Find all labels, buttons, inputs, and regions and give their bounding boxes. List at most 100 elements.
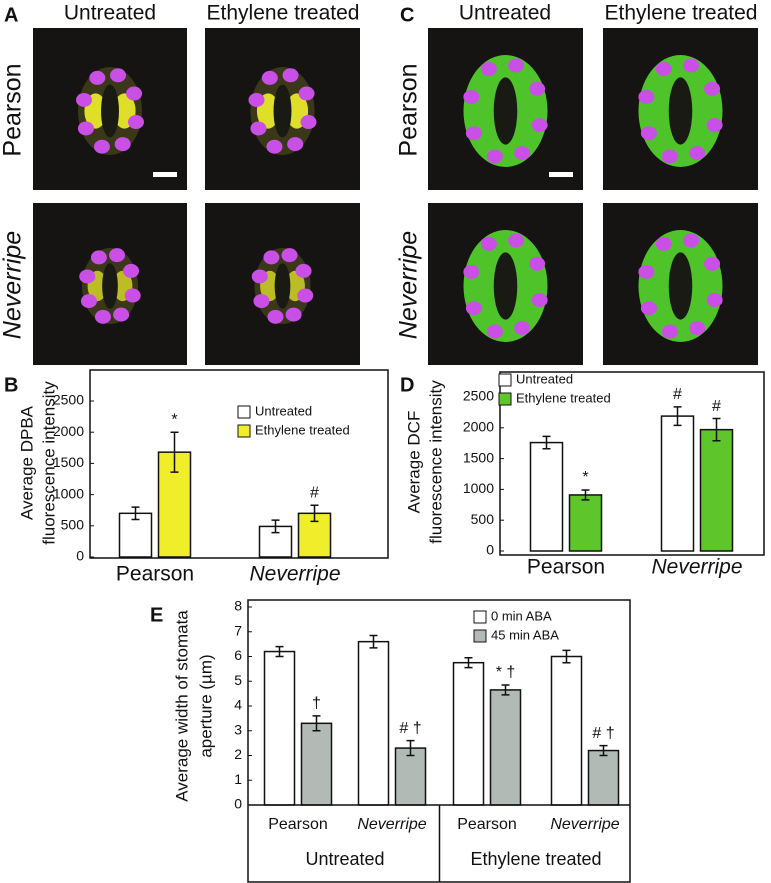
chloroplast xyxy=(508,233,525,248)
chloroplast xyxy=(285,307,302,322)
chloroplast xyxy=(508,58,525,73)
chloroplast xyxy=(486,324,503,339)
chloroplast xyxy=(124,288,141,303)
legend-label: Untreated xyxy=(516,371,573,386)
chloroplast xyxy=(486,149,503,164)
y-tick-label: 0 xyxy=(486,542,494,558)
row-label: Neverripe xyxy=(395,231,423,339)
chloroplast xyxy=(94,309,111,324)
chloroplast xyxy=(689,321,706,336)
chloroplast xyxy=(123,263,140,278)
chloroplast xyxy=(77,121,94,136)
y-tick-label: 2000 xyxy=(463,419,494,435)
error-bar xyxy=(599,744,608,757)
chloroplast xyxy=(463,89,480,104)
chloroplast xyxy=(248,92,265,107)
y-tick-label: 5 xyxy=(234,672,242,688)
error-bar xyxy=(562,649,571,664)
bar xyxy=(550,655,583,806)
x-tick-label: Neverripe xyxy=(550,816,619,833)
legend-label: Ethylene treated xyxy=(516,390,611,405)
error-bar xyxy=(464,656,473,669)
legend-swatch xyxy=(237,405,251,419)
y-tick-label: 0 xyxy=(76,548,84,564)
bar xyxy=(660,415,695,552)
y-tick-label: 1000 xyxy=(53,485,84,501)
error-bar xyxy=(501,684,510,696)
plot-frame xyxy=(499,371,765,556)
chloroplast xyxy=(261,70,278,85)
chloroplast xyxy=(263,250,280,265)
pore xyxy=(101,84,119,138)
chloroplast xyxy=(127,115,144,130)
chloroplast xyxy=(706,118,723,133)
y-axis-label: Average DCF xyxy=(404,411,423,514)
chloroplast xyxy=(706,293,723,308)
legend-swatch xyxy=(473,629,487,643)
chloroplast xyxy=(287,137,304,152)
legend-swatch xyxy=(498,373,512,387)
y-tick-label: 1000 xyxy=(463,480,494,496)
significance-mark: # † xyxy=(399,720,421,737)
x-tick-label: Pearson xyxy=(268,816,328,833)
chloroplast xyxy=(638,264,655,279)
chloroplast xyxy=(704,256,721,271)
chloroplast xyxy=(480,61,497,76)
row-label: Pearson xyxy=(0,63,27,156)
error-bar xyxy=(712,417,721,442)
y-axis-label: Average DPBA xyxy=(17,405,36,520)
panel-letter: D xyxy=(400,374,414,396)
error-bar xyxy=(542,435,551,450)
chloroplast xyxy=(531,118,548,133)
chloroplast xyxy=(640,301,657,316)
y-tick-label: 1500 xyxy=(463,449,494,465)
chloroplast xyxy=(463,264,480,279)
y-tick-label: 500 xyxy=(471,511,495,527)
row-label: Pearson xyxy=(395,63,423,156)
group-label: Untreated xyxy=(305,849,384,869)
y-tick-label: 2000 xyxy=(53,423,84,439)
legend-swatch xyxy=(237,424,251,438)
bar xyxy=(529,441,564,552)
column-label: Ethylene treated xyxy=(605,2,758,25)
chloroplast xyxy=(76,92,93,107)
error-bar xyxy=(581,489,590,501)
bar xyxy=(357,640,390,806)
bar xyxy=(157,451,192,558)
chloroplast xyxy=(79,269,96,284)
significance-mark: # † xyxy=(592,725,614,742)
significance-mark: * xyxy=(171,411,177,428)
y-tick-label: 6 xyxy=(234,647,242,663)
y-tick-label: 500 xyxy=(61,517,85,533)
column-label: Ethylene treated xyxy=(207,2,360,25)
scale-bar xyxy=(153,172,177,177)
chloroplast xyxy=(300,115,317,130)
x-tick-label: Pearson xyxy=(457,816,517,833)
chloroplast xyxy=(282,68,299,83)
chloroplast xyxy=(661,324,678,339)
x-tick-label: Neverripe xyxy=(249,563,340,586)
error-bar xyxy=(312,715,321,732)
pore xyxy=(493,252,518,320)
chloroplast xyxy=(93,139,110,154)
micrographs xyxy=(33,28,758,365)
legend-label: Ethylene treated xyxy=(255,422,350,437)
chloroplast xyxy=(689,146,706,161)
chloroplast xyxy=(110,68,127,83)
legend-label: 45 min ABA xyxy=(491,627,559,642)
bar xyxy=(300,722,333,806)
y-tick-label: 0 xyxy=(234,796,242,812)
y-axis-label: fluorescence intensity xyxy=(426,380,445,544)
error-bar xyxy=(271,519,280,534)
chloroplast xyxy=(480,236,497,251)
chloroplast xyxy=(655,61,672,76)
error-bar xyxy=(170,431,179,473)
chloroplast xyxy=(529,81,546,96)
y-tick-label: 2500 xyxy=(53,392,84,408)
panel-letter: A xyxy=(4,4,18,26)
chloroplast xyxy=(297,288,314,303)
chloroplast xyxy=(514,146,531,161)
y-tick-label: 2 xyxy=(234,746,242,762)
error-bar xyxy=(369,634,378,649)
chloroplast xyxy=(661,149,678,164)
